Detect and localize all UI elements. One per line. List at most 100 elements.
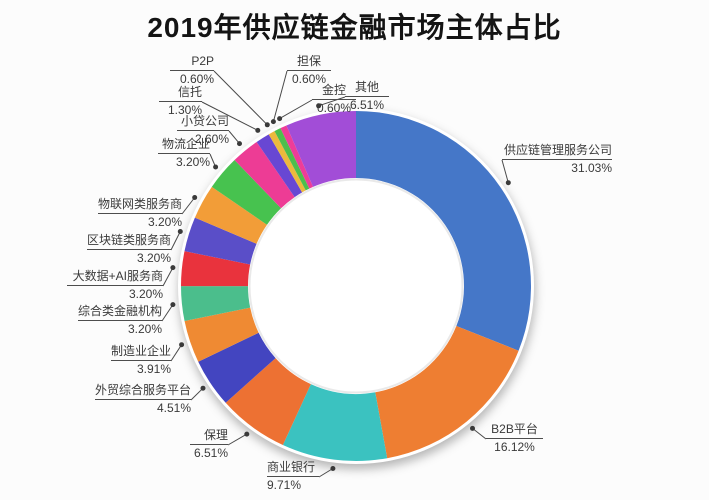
label-leader-dot xyxy=(505,180,511,186)
label-leader-line xyxy=(201,101,259,131)
pie-label-name: 小贷公司 xyxy=(177,115,229,131)
label-leader-line xyxy=(213,70,268,126)
label-leader-dot xyxy=(330,466,336,471)
label-leader-dot xyxy=(264,122,270,128)
pie-slice-micro-loan xyxy=(234,141,295,209)
pie-label-commercial-bank: 商业银行 9.71% xyxy=(267,461,319,492)
pie-label-financial-holding: 金控 0.60% xyxy=(312,84,356,115)
pie-slice-trust xyxy=(256,134,303,198)
pie-slice-logistics xyxy=(211,160,282,225)
pie-label-logistics: 物流企业 3.20% xyxy=(158,138,210,169)
pie-slice-bigdata-ai xyxy=(180,251,251,287)
pie-slice-others xyxy=(286,111,356,187)
pie-label-integrated-finance: 综合类金融机构 3.20% xyxy=(78,305,162,336)
label-leader-dot xyxy=(179,342,185,348)
label-leader-line xyxy=(228,130,240,144)
label-leader-dot xyxy=(213,164,219,170)
pie-label-name: B2B平台 xyxy=(486,423,543,439)
pie-slice-commercial-bank xyxy=(282,384,388,461)
pie-label-name: 物联网类服务商 xyxy=(98,198,182,214)
pie-slice-p2p xyxy=(268,131,306,193)
pie-slice-guarantee xyxy=(274,128,310,191)
label-leader-dot xyxy=(177,229,183,234)
label-leader-line xyxy=(501,159,509,183)
label-leader-dot xyxy=(237,141,242,147)
pie-label-percent: 0.60% xyxy=(291,72,327,86)
pie-label-percent: 6.51% xyxy=(193,446,228,460)
pie-label-others: 其他 6.51% xyxy=(345,81,389,112)
label-leader-line xyxy=(279,99,313,120)
label-leader-dot xyxy=(192,195,198,200)
pie-label-name: 信托 xyxy=(159,86,202,102)
label-leader-dot xyxy=(244,431,250,437)
label-leader-line xyxy=(272,70,288,122)
label-leader-line xyxy=(170,231,181,251)
label-leader-line xyxy=(472,428,487,440)
pie-label-percent: 6.51% xyxy=(349,98,385,112)
label-leader-line xyxy=(162,267,174,287)
label-leader-dot xyxy=(170,302,176,308)
pie-slice-factoring xyxy=(225,358,311,445)
label-leader-line xyxy=(318,96,346,107)
label-leader-line xyxy=(190,387,204,401)
label-leader-dot xyxy=(255,127,261,133)
label-leader-line xyxy=(227,433,248,446)
pie-label-name: 大数据+AI服务商 xyxy=(67,270,163,286)
label-leader-dot xyxy=(270,119,276,125)
pie-label-percent: 3.91% xyxy=(136,362,171,376)
pie-label-bigdata-ai: 大数据+AI服务商 3.20% xyxy=(67,270,163,301)
pie-label-micro-loan: 小贷公司 2.60% xyxy=(177,115,229,146)
pie-label-name: 供应链管理服务公司 xyxy=(502,144,612,160)
pie-label-percent: 0.60% xyxy=(316,101,352,115)
pie-label-guarantee: 担保 0.60% xyxy=(287,55,331,86)
label-leader-line xyxy=(161,304,174,322)
pie-label-name: 制造业企业 xyxy=(111,345,171,361)
donut-hole-edge xyxy=(248,178,464,394)
pie-slice-manufacturing xyxy=(184,307,259,362)
pie-label-percent: 4.51% xyxy=(156,401,191,415)
label-leader-line xyxy=(170,344,183,362)
pie-label-percent: 3.20% xyxy=(127,322,162,336)
pie-label-name: 外贸综合服务平台 xyxy=(95,384,191,400)
pie-slice-iot xyxy=(194,186,268,244)
pie-label-manufacturing: 制造业企业 3.91% xyxy=(111,345,171,376)
pie-label-percent: 3.20% xyxy=(136,251,171,265)
pie-label-name: 其他 xyxy=(345,81,389,97)
pie-label-percent: 3.20% xyxy=(175,155,210,169)
pie-label-percent: 16.12% xyxy=(494,440,535,454)
pie-label-name: 综合类金融机构 xyxy=(78,305,162,321)
pie-label-percent: 31.03% xyxy=(571,161,612,175)
pie-label-name: 区块链类服务商 xyxy=(87,234,171,250)
pie-slice-financial-holding xyxy=(280,125,314,189)
pie-label-b2b-platform: B2B平台 16.12% xyxy=(486,423,543,454)
label-leader-dot xyxy=(277,116,283,122)
pie-label-name: 物流企业 xyxy=(158,138,210,154)
label-leader-dot xyxy=(170,265,176,271)
label-leader-dot xyxy=(316,103,322,109)
pie-label-name: 商业银行 xyxy=(267,461,319,477)
pie-label-name: 担保 xyxy=(287,55,331,71)
pie-label-percent: 0.60% xyxy=(179,72,214,86)
pie-label-percent: 2.60% xyxy=(194,132,229,146)
pie-label-percent: 3.20% xyxy=(147,215,182,229)
pie-label-name: P2P xyxy=(170,55,214,71)
pie-label-p2p: P2P 0.60% xyxy=(170,55,214,86)
label-leader-line xyxy=(181,197,196,215)
label-leader-dot xyxy=(200,385,206,391)
pie-label-factoring: 保理 6.51% xyxy=(190,429,228,460)
pie-label-percent: 1.30% xyxy=(167,103,202,117)
pie-slice-blockchain xyxy=(184,217,257,265)
pie-label-blockchain: 区块链类服务商 3.20% xyxy=(87,234,171,265)
label-leader-dot xyxy=(470,425,475,431)
pie-slice-foreign-trade-platform xyxy=(198,332,276,403)
label-leader-line xyxy=(318,468,334,478)
pie-label-percent: 3.20% xyxy=(128,287,163,301)
pie-label-foreign-trade-platform: 外贸综合服务平台 4.51% xyxy=(95,384,191,415)
pie-label-percent: 9.71% xyxy=(267,478,302,492)
pie-label-name: 保理 xyxy=(190,429,228,445)
pie-label-iot: 物联网类服务商 3.20% xyxy=(98,198,182,229)
pie-label-supply-chain-mgmt: 供应链管理服务公司 31.03% xyxy=(502,144,612,175)
pie-slice-b2b-platform xyxy=(375,325,519,459)
